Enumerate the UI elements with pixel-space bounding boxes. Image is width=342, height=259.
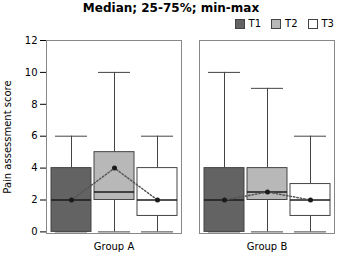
svg-text:2: 2 — [31, 194, 37, 205]
svg-text:12: 12 — [25, 35, 38, 46]
svg-text:Group B: Group B — [247, 241, 288, 252]
svg-text:Pain assessment score: Pain assessment score — [2, 80, 13, 193]
html-text:T3: T3 — [321, 18, 334, 29]
svg-text:6: 6 — [31, 130, 37, 141]
html-text:Median; 25-75%; min-max: Median; 25-75%; min-max — [82, 1, 260, 15]
html-text:T1: T1 — [248, 18, 261, 29]
svg-text:Group A: Group A — [94, 241, 135, 252]
svg-text:10: 10 — [25, 67, 38, 78]
svg-text:8: 8 — [31, 99, 37, 110]
svg-text:4: 4 — [31, 162, 37, 173]
svg-text:0: 0 — [31, 226, 37, 237]
html-text:T2: T2 — [285, 18, 298, 29]
